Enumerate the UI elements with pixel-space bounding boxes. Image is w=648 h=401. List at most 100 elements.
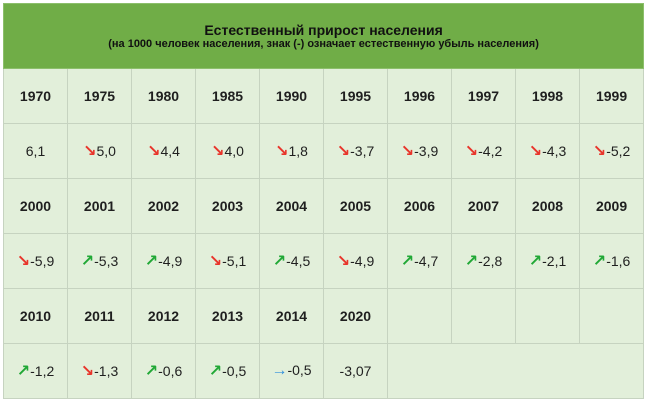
value-cell: ↗-2,1 <box>515 233 580 289</box>
value-cell: ↘-1,3 <box>67 343 132 399</box>
trend-up-icon: ↗ <box>400 253 415 270</box>
trend-down-icon: ↘ <box>464 143 479 160</box>
value-cell: ↘-3,7 <box>323 123 388 179</box>
value-cell: ↘-5,1 <box>195 233 260 289</box>
trend-down-icon: ↘ <box>275 143 289 160</box>
value-text: -3,7 <box>350 143 375 159</box>
value-cell: ↘-4,2 <box>451 123 516 179</box>
value-cell: ↘4,0 <box>195 123 260 179</box>
value-cell: ↗-0,5 <box>195 343 260 399</box>
value-cell: ↘5,0 <box>67 123 132 179</box>
value-cell: ↗-4,9 <box>131 233 196 289</box>
value-cell: ↘4,4 <box>131 123 196 179</box>
value-text: -4,2 <box>478 143 503 159</box>
table-header-row: Естественный прирост населения (на 1000 … <box>2 3 645 69</box>
year-cell: 2001 <box>67 178 132 234</box>
value-text: -5,9 <box>30 253 55 269</box>
value-text: -5,2 <box>606 143 631 159</box>
year-cell: 1998 <box>515 68 580 124</box>
trend-up-icon: ↗ <box>272 253 287 270</box>
value-text: 6,1 <box>25 143 46 159</box>
population-growth-table: Естественный прирост населения (на 1000 … <box>2 3 645 399</box>
year-cell: 2009 <box>578 178 645 234</box>
trend-up-icon: ↗ <box>528 253 543 270</box>
value-text: -4,3 <box>542 143 567 159</box>
value-cell: ↘-5,2 <box>578 123 645 179</box>
year-cell: 2008 <box>515 178 580 234</box>
year-cell: 1996 <box>387 68 452 124</box>
year-cell: 2005 <box>323 178 388 234</box>
trend-down-icon: ↘ <box>336 143 351 160</box>
value-text: -4,9 <box>158 253 183 269</box>
empty-cell <box>451 288 516 344</box>
year-cell: 1995 <box>323 68 388 124</box>
empty-cell <box>387 288 452 344</box>
value-row: ↘-5,9 ↗-5,3 ↗-4,9 ↘-5,1 ↗-4,5 ↘-4,9 ↗-4,7 ↗-2,8… <box>3 233 645 289</box>
value-row: ↗-1,2 ↘-1,3 ↗-0,6 ↗-0,5 →-0,5 -3,07 <box>3 343 645 399</box>
value-text: -0,6 <box>158 363 183 379</box>
year-cell: 1980 <box>131 68 196 124</box>
trend-down-icon: ↘ <box>147 143 161 160</box>
table-title: Естественный прирост населения <box>204 21 443 38</box>
table-header-cell: Естественный прирост населения (на 1000 … <box>2 3 645 69</box>
trend-down-icon: ↘ <box>336 253 351 270</box>
value-cell: ↗-1,2 <box>3 343 68 399</box>
value-text: -5,3 <box>94 253 119 269</box>
value-cell: ↘-5,9 <box>3 233 68 289</box>
trend-flat-icon: → <box>271 362 288 379</box>
trend-up-icon: ↗ <box>144 363 159 380</box>
value-text: -4,9 <box>350 253 375 269</box>
year-cell: 1970 <box>3 68 68 124</box>
year-cell: 2002 <box>131 178 196 234</box>
value-cell: ↘-4,9 <box>323 233 388 289</box>
year-cell: 2011 <box>67 288 132 344</box>
trend-up-icon: ↗ <box>592 253 607 270</box>
value-text: -3,9 <box>414 143 439 159</box>
year-cell: 2007 <box>451 178 516 234</box>
trend-up-icon: ↗ <box>464 253 479 270</box>
value-text: -1,6 <box>606 253 631 269</box>
value-text: 4,4 <box>160 143 180 159</box>
value-cell: ↘1,8 <box>259 123 324 179</box>
trend-down-icon: ↘ <box>208 253 223 270</box>
year-cell: 2000 <box>3 178 68 234</box>
empty-merged-cell <box>386 343 645 399</box>
year-cell: 2014 <box>259 288 324 344</box>
value-text: -4,5 <box>286 253 311 269</box>
year-cell: 1990 <box>259 68 324 124</box>
value-text: 4,0 <box>224 143 244 159</box>
value-cell: ↗-0,6 <box>131 343 196 399</box>
value-cell: ↗-2,8 <box>451 233 516 289</box>
empty-cell <box>515 288 580 344</box>
trend-down-icon: ↘ <box>400 143 415 160</box>
trend-down-icon: ↘ <box>592 143 607 160</box>
trend-up-icon: ↗ <box>80 253 95 270</box>
value-cell: ↘-3,9 <box>387 123 452 179</box>
value-cell: →-0,5 <box>259 343 324 399</box>
value-text: -4,7 <box>414 253 439 269</box>
year-cell: 1997 <box>451 68 516 124</box>
year-row: 2010 2011 2012 2013 2014 2020 <box>3 288 645 344</box>
trend-down-icon: ↘ <box>528 143 543 160</box>
year-cell: 2003 <box>195 178 260 234</box>
value-text: 1,8 <box>288 143 308 159</box>
value-cell: ↗-4,7 <box>387 233 452 289</box>
value-cell: ↗-4,5 <box>259 233 324 289</box>
trend-down-icon: ↘ <box>16 253 31 270</box>
value-cell: ↗-5,3 <box>67 233 132 289</box>
population-growth-table-container: Естественный прирост населения (на 1000 … <box>2 3 645 399</box>
year-cell: 2020 <box>323 288 388 344</box>
year-cell: 2012 <box>131 288 196 344</box>
year-cell: 1975 <box>67 68 132 124</box>
year-cell: 2006 <box>387 178 452 234</box>
value-text: 5,0 <box>96 143 116 159</box>
value-text: -0,5 <box>287 362 312 378</box>
empty-cell <box>578 288 645 344</box>
trend-up-icon: ↗ <box>16 363 31 380</box>
value-cell: -3,07 <box>323 343 388 399</box>
value-text: -3,07 <box>339 363 372 379</box>
value-text: -5,1 <box>222 253 247 269</box>
value-text: -1,3 <box>94 363 119 379</box>
year-row: 2000 2001 2002 2003 2004 2005 2006 2007 2008 2009 <box>3 178 645 234</box>
value-text: -0,5 <box>222 363 247 379</box>
